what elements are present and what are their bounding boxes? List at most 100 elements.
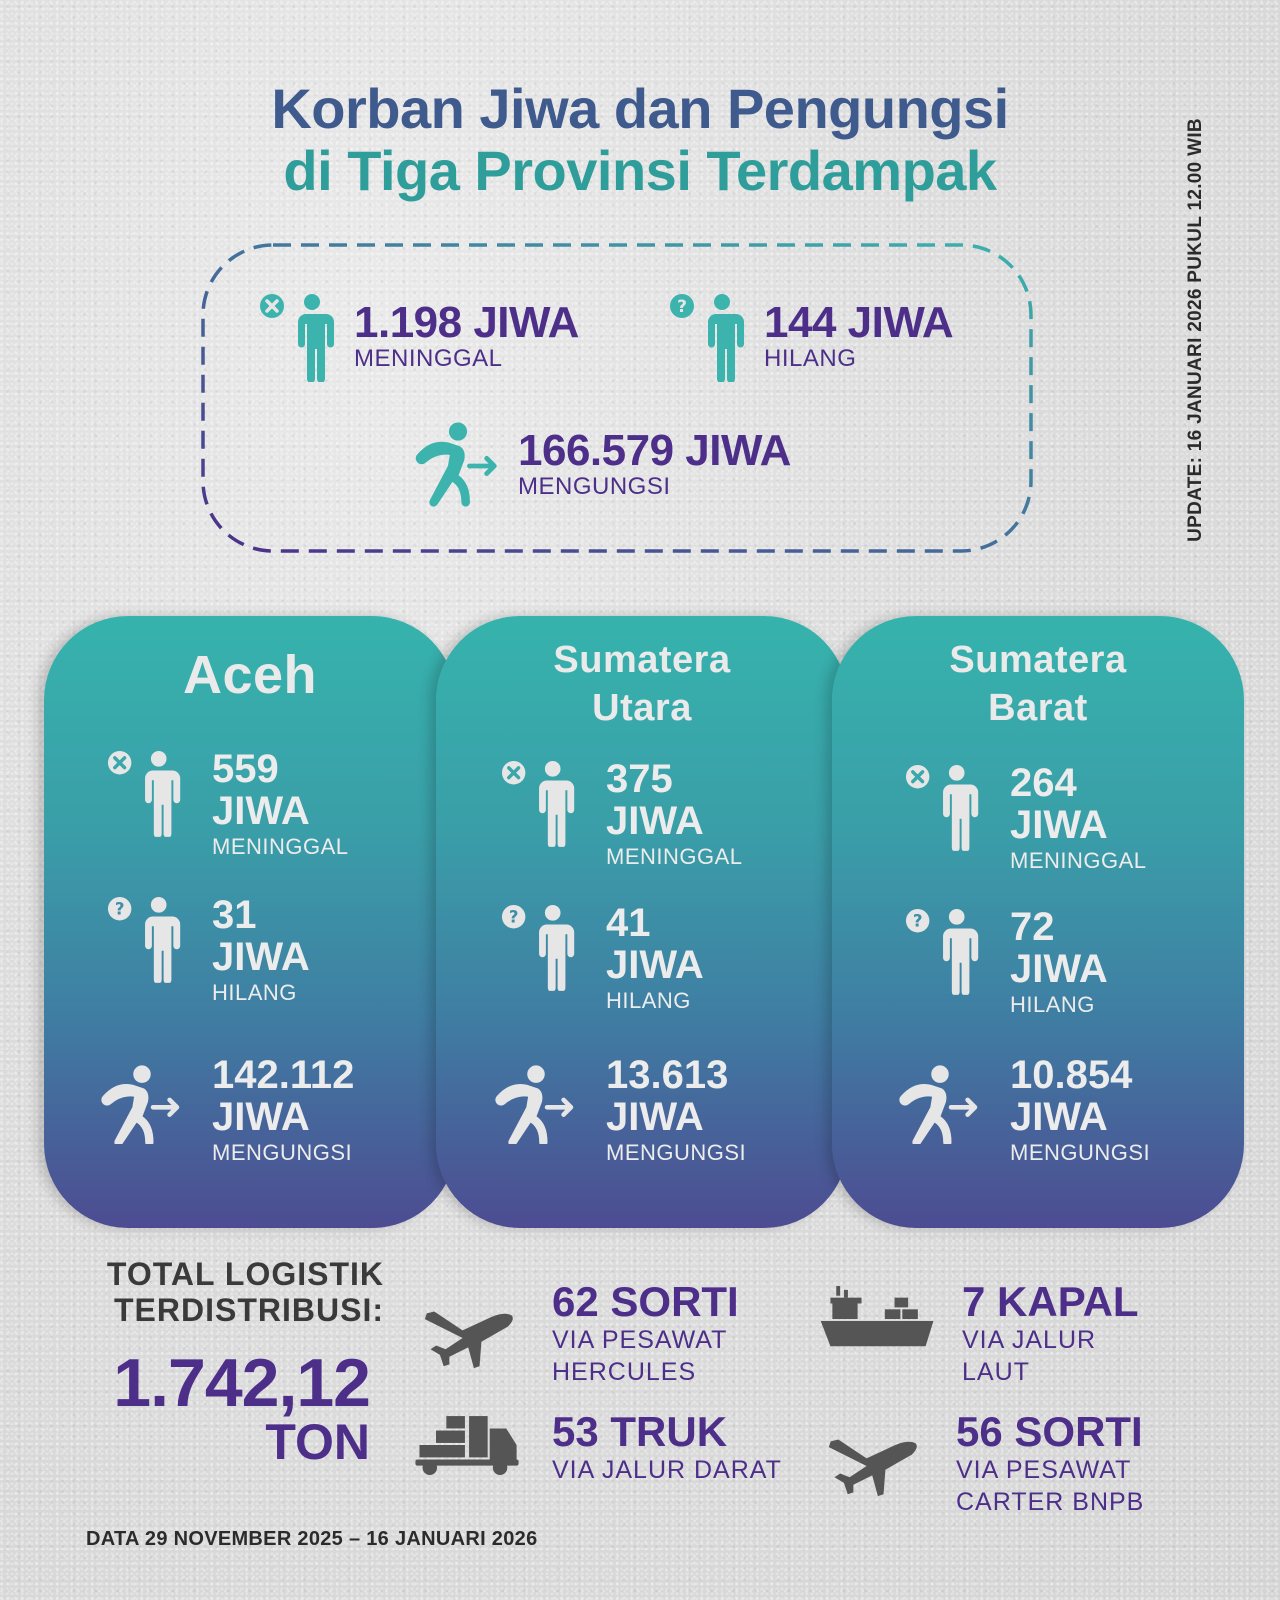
refugees-unit: JIWA	[1010, 1095, 1108, 1139]
airplane-icon	[424, 1304, 520, 1370]
dead-label: MENINGGAL	[1010, 848, 1147, 873]
province-card-aceh: Aceh 559 JIWA MENINGGAL ? 31 JIWA H	[44, 616, 456, 1228]
logistics-item-value: 7 KAPAL	[962, 1278, 1139, 1325]
missing-value: 31	[212, 893, 257, 937]
province-missing: ? 41 JIWA HILANG	[500, 902, 704, 1016]
summary-refugees-label: MENGUNGSI	[518, 473, 671, 500]
person-question-icon: ?	[670, 294, 744, 382]
province-missing: ? 31 JIWA HILANG	[106, 894, 310, 1008]
province-name-line-2: Barat	[988, 687, 1088, 729]
person-walking-arrow-icon	[490, 1054, 582, 1144]
missing-unit: JIWA	[212, 935, 310, 979]
province-card-sumatera-barat: Sumatera Barat 264 JIWA MENINGGAL ? 72	[832, 616, 1244, 1228]
dead-value: 264	[1010, 761, 1077, 805]
dashed-border	[201, 243, 1033, 553]
province-name-line-2: Utara	[592, 687, 692, 729]
logistics-item-line-1: VIA PESAWAT	[552, 1326, 728, 1354]
logistics-item-line-1: VIA PESAWAT	[956, 1456, 1132, 1484]
missing-label: HILANG	[606, 988, 691, 1013]
missing-unit: JIWA	[606, 943, 704, 987]
dead-unit: JIWA	[1010, 803, 1108, 847]
missing-label: HILANG	[1010, 992, 1095, 1017]
province-refugees: 10.854 JIWA MENGUNGSI	[894, 1054, 1150, 1168]
person-x-icon	[905, 765, 979, 851]
svg-text:?: ?	[677, 297, 687, 317]
refugees-label: MENGUNGSI	[606, 1140, 747, 1165]
province-name: Sumatera Utara	[436, 636, 848, 732]
person-walking-arrow-icon	[96, 1054, 188, 1144]
dead-value: 375	[606, 757, 673, 801]
missing-unit: JIWA	[1010, 947, 1108, 991]
missing-value: 72	[1010, 905, 1055, 949]
svg-text:?: ?	[115, 900, 125, 919]
page-title: Korban Jiwa dan Pengungsi di Tiga Provin…	[0, 78, 1280, 202]
province-card-sumatera-utara: Sumatera Utara 375 JIWA MENINGGAL ? 41	[436, 616, 848, 1228]
summary-dead-value: 1.198 JIWA	[354, 298, 579, 347]
svg-text:?: ?	[509, 908, 519, 927]
summary-refugees-value: 166.579 JIWA	[518, 426, 791, 475]
logistics-item-line-2: CARTER BNPB	[956, 1488, 1145, 1516]
dead-unit: JIWA	[212, 789, 310, 833]
province-refugees: 13.613 JIWA MENGUNGSI	[490, 1054, 746, 1168]
logistics-title-line-2: TERDISTRIBUSI:	[114, 1292, 384, 1328]
province-name-line-1: Sumatera	[949, 639, 1127, 681]
logistics-item-value: 56 SORTI	[956, 1408, 1143, 1455]
airplane-icon	[828, 1432, 924, 1498]
logistics-total: 1.742,12 TON	[60, 1345, 371, 1470]
logistics-item-value: 62 SORTI	[552, 1278, 739, 1325]
title-line-2: di Tiga Provinsi Terdampak	[283, 139, 997, 202]
update-note: UPDATE: 16 JANUARI 2026 PUKUL 12.00 WIB	[1185, 118, 1206, 542]
province-refugees: 142.112 JIWA MENGUNGSI	[96, 1054, 354, 1168]
summary-missing-value: 144 JIWA	[764, 298, 954, 347]
refugees-value: 13.613	[606, 1053, 729, 1097]
logistics-title-line-1: TOTAL LOGISTIK	[106, 1256, 384, 1292]
person-question-icon: ?	[107, 897, 181, 983]
dead-unit: JIWA	[606, 799, 704, 843]
summary-refugees: 166.579 JIWA MENGUNGSI	[410, 422, 791, 508]
missing-label: HILANG	[212, 980, 297, 1005]
dead-label: MENINGGAL	[606, 844, 743, 869]
person-x-icon	[501, 761, 575, 847]
person-question-icon: ?	[501, 905, 575, 991]
person-walking-arrow-icon	[410, 422, 506, 508]
province-name: Aceh	[182, 645, 318, 705]
dead-value: 559	[212, 747, 279, 791]
logistics-item-line-1: VIA JALUR DARAT	[552, 1456, 782, 1484]
ship-icon	[820, 1286, 938, 1354]
person-walking-arrow-icon	[894, 1054, 986, 1144]
dead-label: MENINGGAL	[212, 834, 349, 859]
refugees-value: 142.112	[212, 1053, 355, 1097]
svg-text:?: ?	[913, 912, 923, 931]
logistics-title: TOTAL LOGISTIK TERDISTRIBUSI:	[64, 1256, 384, 1328]
refugees-label: MENGUNGSI	[212, 1140, 353, 1165]
logistics-item-value: 53 TRUK	[552, 1408, 728, 1455]
summary-dead-label: MENINGGAL	[354, 345, 503, 372]
province-dead: 559 JIWA MENINGGAL	[106, 748, 349, 862]
summary-dead: 1.198 JIWA MENINGGAL	[258, 292, 579, 382]
summary-box: 1.198 JIWA MENINGGAL ? 144 JIWA HILANG 1…	[200, 242, 1056, 564]
province-name-line-1: Sumatera	[553, 639, 731, 681]
summary-missing-label: HILANG	[764, 345, 857, 372]
logistics-item-line-2: HERCULES	[552, 1358, 697, 1386]
refugees-unit: JIWA	[606, 1095, 704, 1139]
missing-value: 41	[606, 901, 651, 945]
data-period-footer: DATA 29 NOVEMBER 2025 – 16 JANUARI 2026	[86, 1528, 538, 1550]
summary-missing: ? 144 JIWA HILANG	[668, 292, 954, 382]
person-question-icon: ?	[905, 909, 979, 995]
logistics-item-line-1: VIA JALUR	[962, 1326, 1097, 1354]
logistics-total-unit: TON	[265, 1414, 370, 1470]
province-missing: ? 72 JIWA HILANG	[904, 906, 1108, 1020]
refugees-value: 10.854	[1010, 1053, 1133, 1097]
province-dead: 264 JIWA MENINGGAL	[904, 762, 1147, 876]
title-line-1: Korban Jiwa dan Pengungsi	[271, 77, 1009, 140]
logistics-item-line-2: LAUT	[962, 1358, 1030, 1386]
province-dead: 375 JIWA MENINGGAL	[500, 758, 743, 872]
refugees-unit: JIWA	[212, 1095, 310, 1139]
person-x-icon	[260, 294, 334, 382]
refugees-label: MENGUNGSI	[1010, 1140, 1151, 1165]
logistics-total-value: 1.742,12	[113, 1345, 371, 1421]
truck-icon	[414, 1414, 520, 1476]
province-cards: Aceh 559 JIWA MENINGGAL ? 31 JIWA H	[44, 616, 1244, 1228]
province-name: Sumatera Barat	[832, 636, 1244, 732]
person-x-icon	[107, 751, 181, 837]
